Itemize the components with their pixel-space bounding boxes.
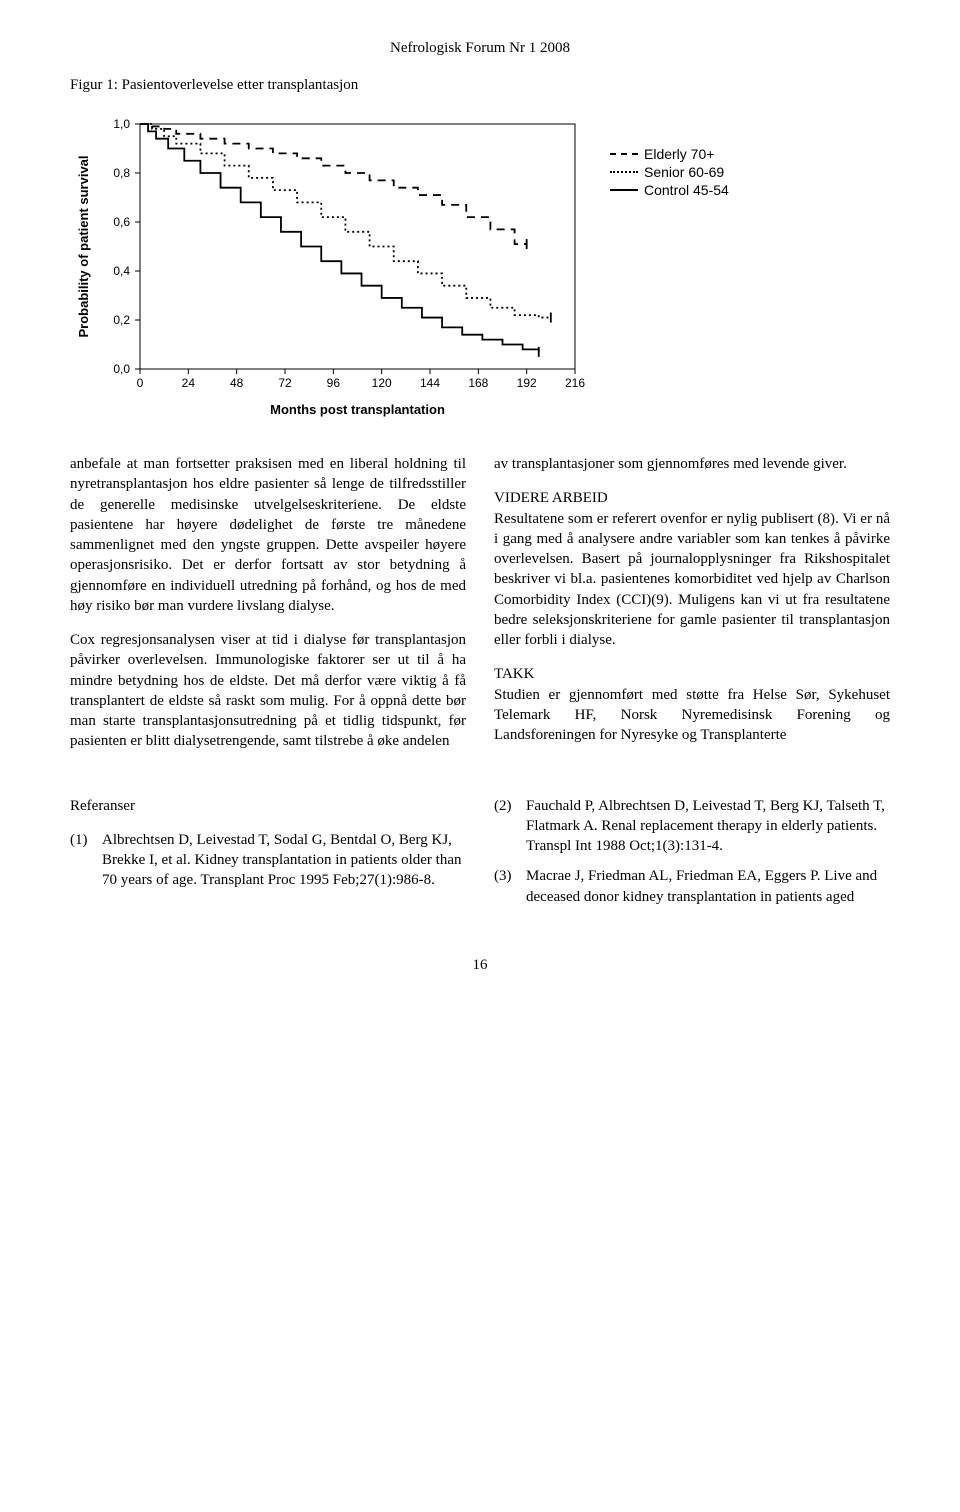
paragraph: TAKK Studien er gjennomført med støtte f… (494, 664, 890, 745)
svg-text:Months post transplantation: Months post transplantation (270, 402, 445, 417)
body-columns: anbefale at man fortsetter praksisen med… (70, 454, 890, 766)
reference-number: (3) (494, 866, 526, 907)
reference-item: (1)Albrechtsen D, Leivestad T, Sodal G, … (70, 830, 466, 891)
svg-text:Probability of patient surviva: Probability of patient survival (76, 155, 91, 337)
reference-number: (1) (70, 830, 102, 891)
svg-text:144: 144 (420, 376, 440, 390)
svg-text:1,0: 1,0 (113, 117, 130, 131)
legend-item: Elderly 70+ (610, 146, 729, 162)
legend-label: Control 45-54 (644, 182, 729, 198)
legend-label: Elderly 70+ (644, 146, 714, 162)
paragraph: anbefale at man fortsetter praksisen med… (70, 454, 466, 616)
survival-chart: 0 24 48 72 96 120 144 168 192 216 0,0 0,2 0,4 0,6 0,8 1… (70, 104, 590, 424)
legend-item: Control 45-54 (610, 182, 729, 198)
references-heading: Referanser (70, 796, 466, 816)
paragraph: Cox regresjonsanalysen viser at tid i di… (70, 630, 466, 752)
section-heading-takk: TAKK (494, 666, 534, 682)
reference-number: (2) (494, 796, 526, 857)
references-left: Referanser (1)Albrechtsen D, Leivestad T… (70, 796, 466, 917)
legend-item: Senior 60-69 (610, 164, 729, 180)
paragraph: VIDERE ARBEID Resultatene som er referer… (494, 488, 890, 650)
section-heading-videre: VIDERE ARBEID (494, 490, 608, 506)
reference-text: Macrae J, Friedman AL, Friedman EA, Egge… (526, 866, 890, 907)
svg-text:192: 192 (517, 376, 537, 390)
svg-text:0,4: 0,4 (113, 264, 130, 278)
svg-text:96: 96 (327, 376, 341, 390)
svg-text:24: 24 (182, 376, 196, 390)
svg-text:0,2: 0,2 (113, 313, 130, 327)
column-left: anbefale at man fortsetter praksisen med… (70, 454, 466, 766)
svg-text:0,0: 0,0 (113, 362, 130, 376)
reference-item: (2)Fauchald P, Albrechtsen D, Leivestad … (494, 796, 890, 857)
column-right: av transplantasjoner som gjennomføres me… (494, 454, 890, 766)
references-block: Referanser (1)Albrechtsen D, Leivestad T… (70, 796, 890, 917)
figure-container: 0 24 48 72 96 120 144 168 192 216 0,0 0,2 0,4 0,6 0,8 1… (70, 104, 890, 424)
reference-text: Albrechtsen D, Leivestad T, Sodal G, Ben… (102, 830, 466, 891)
svg-text:0: 0 (137, 376, 144, 390)
legend-label: Senior 60-69 (644, 164, 724, 180)
chart-legend: Elderly 70+ Senior 60-69 Control 45-54 (610, 144, 729, 200)
reference-item: (3)Macrae J, Friedman AL, Friedman EA, E… (494, 866, 890, 907)
legend-swatch (610, 189, 638, 191)
paragraph-text: Resultatene som er referert ovenfor er n… (494, 511, 890, 649)
svg-text:48: 48 (230, 376, 244, 390)
legend-swatch (610, 171, 638, 173)
reference-text: Fauchald P, Albrechtsen D, Leivestad T, … (526, 796, 890, 857)
svg-text:120: 120 (372, 376, 392, 390)
svg-text:216: 216 (565, 376, 585, 390)
svg-text:0,6: 0,6 (113, 215, 130, 229)
svg-text:0,8: 0,8 (113, 166, 130, 180)
svg-text:72: 72 (278, 376, 292, 390)
references-right: (2)Fauchald P, Albrechtsen D, Leivestad … (494, 796, 890, 917)
figure-title: Figur 1: Pasientoverlevelse etter transp… (70, 77, 890, 94)
legend-swatch (610, 153, 638, 155)
page-number: 16 (70, 957, 890, 974)
paragraph-text: Studien er gjennomført med støtte fra He… (494, 687, 890, 744)
running-header: Nefrologisk Forum Nr 1 2008 (70, 40, 890, 57)
svg-text:168: 168 (468, 376, 488, 390)
paragraph: av transplantasjoner som gjennomføres me… (494, 454, 890, 474)
